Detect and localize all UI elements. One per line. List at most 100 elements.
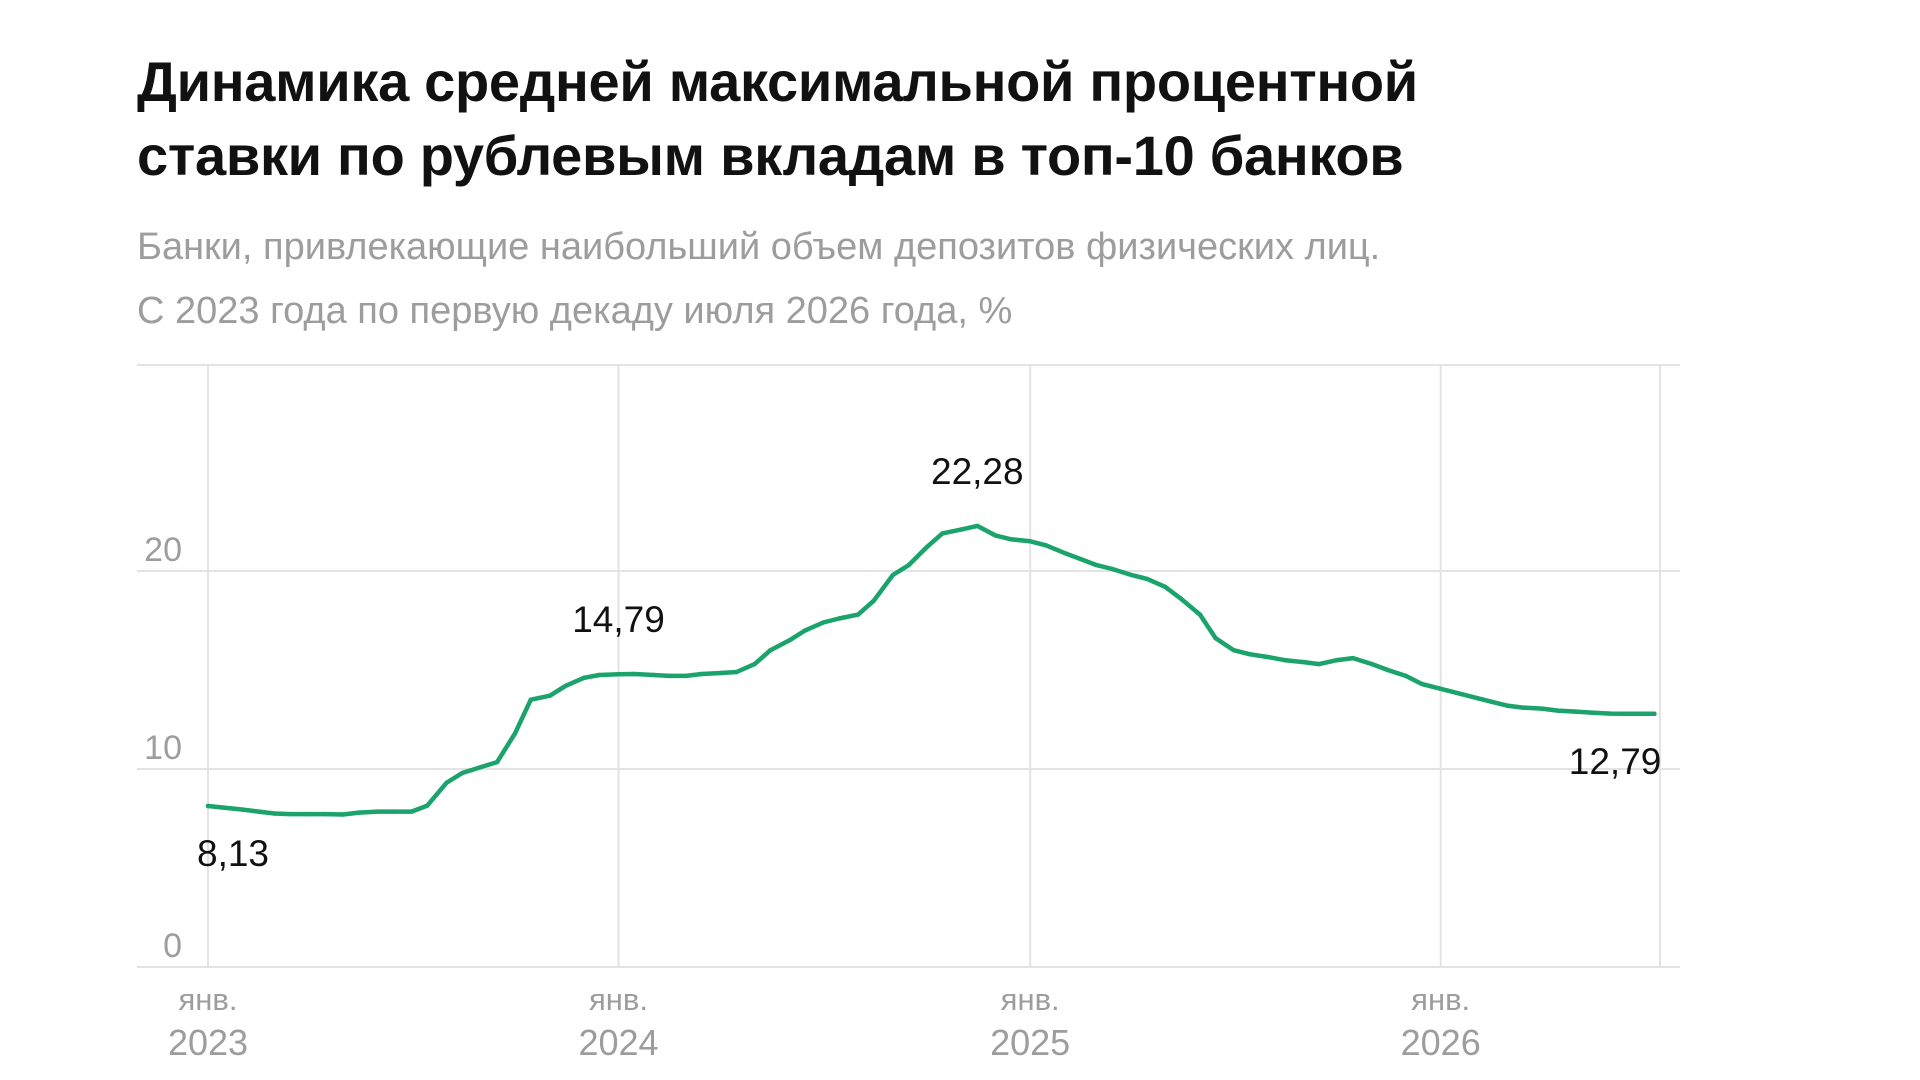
data-point [444,780,449,786]
data-point [718,670,724,676]
data-point [734,669,739,675]
data-point [752,661,757,667]
data-label: 8,13 [197,833,269,874]
chart-title-line-2: ставки по рублевым вкладам в топ-10 банк… [137,124,1404,187]
chart-subtitle-line-2: С 2023 года по первую декаду июля 2026 г… [137,290,1013,332]
data-point [993,533,998,538]
data-point [581,675,586,681]
data-point [836,616,842,621]
data-point [1385,667,1391,673]
data-point [1473,695,1478,700]
data-point [1335,657,1340,663]
data-point [1419,681,1424,687]
data-point [356,810,361,815]
data-point [1608,711,1613,716]
data-point [959,527,964,532]
data-point [1078,556,1084,562]
chart-header: Динамика средней максимальной процентной… [137,45,1677,343]
data-point [1062,551,1068,556]
data-point [1282,657,1287,663]
x-tick-month: янв. [179,982,238,1017]
data-point [1539,706,1545,711]
data-point [240,807,246,812]
data-point [1624,711,1629,716]
data-point [924,545,929,550]
data-point [479,764,484,770]
data-point [1301,659,1306,665]
data-point [1520,705,1526,710]
data-point [699,671,704,677]
data-point [1350,655,1356,661]
data-point [1403,673,1409,679]
data-point [1178,596,1184,601]
data-point [1454,690,1459,695]
data-point [1369,661,1375,667]
series-line [205,523,1657,817]
data-label: 14,79 [572,599,665,640]
y-tick-label: 20 [144,531,182,569]
data-point [375,809,380,814]
data-point [1162,584,1168,589]
y-tick-label: 0 [163,927,182,965]
data-point [651,672,656,678]
data-point [1247,652,1252,657]
data-point [512,731,518,736]
data-point [821,620,826,625]
data-point [890,572,896,578]
data-point [803,628,808,633]
data-point [494,759,500,765]
data-point [1110,566,1115,572]
data-point [1197,612,1203,617]
data-point [975,523,980,529]
data-point [547,693,553,698]
data-point [871,598,876,603]
y-tick-label: 10 [144,729,182,767]
data-point [597,672,602,678]
data-point [1094,562,1099,568]
data-point [1028,539,1033,544]
x-tick-year: 2025 [990,1022,1070,1063]
data-point [1213,636,1218,641]
data-point [940,531,945,536]
x-tick-year: 2023 [168,1022,248,1063]
data-point [528,697,533,702]
data-point [768,648,773,653]
data-point [221,805,226,810]
data-point [307,811,312,817]
data-point [287,811,293,817]
data-point [409,809,414,814]
grid-layer [137,364,1680,968]
data-point [787,638,792,643]
data-point [256,809,261,814]
data-point [340,812,346,817]
data-point [1504,703,1510,708]
data-point [855,612,861,617]
data-point [1144,576,1150,582]
data-point [1317,661,1322,667]
chart-title: Динамика средней максимальной процентной… [137,45,1677,193]
x-tick-month: янв. [1001,982,1060,1017]
data-point [1008,537,1014,542]
data-point [322,811,328,817]
data-point [425,803,430,808]
data-point [1589,710,1594,715]
data-point [1043,543,1049,548]
data-point [563,683,568,688]
data-point [1231,648,1236,653]
x-tick-year: 2024 [578,1022,658,1063]
data-point [205,803,211,809]
data-point [906,562,911,568]
chart-title-line-1: Динамика средней максимальной процентной [137,50,1418,113]
x-tick-month: янв. [589,982,648,1017]
x-tick-month: янв. [1411,982,1470,1017]
data-point [1555,708,1560,713]
data-point [1652,711,1657,716]
data-point [632,671,637,677]
x-tick-year: 2026 [1401,1022,1481,1063]
data-point [616,672,621,677]
data-point [272,811,277,816]
data-label: 12,79 [1569,741,1662,782]
data-point [460,770,465,776]
data-label-layer: 8,13 14,79 22,28 12,79 [197,451,1661,874]
